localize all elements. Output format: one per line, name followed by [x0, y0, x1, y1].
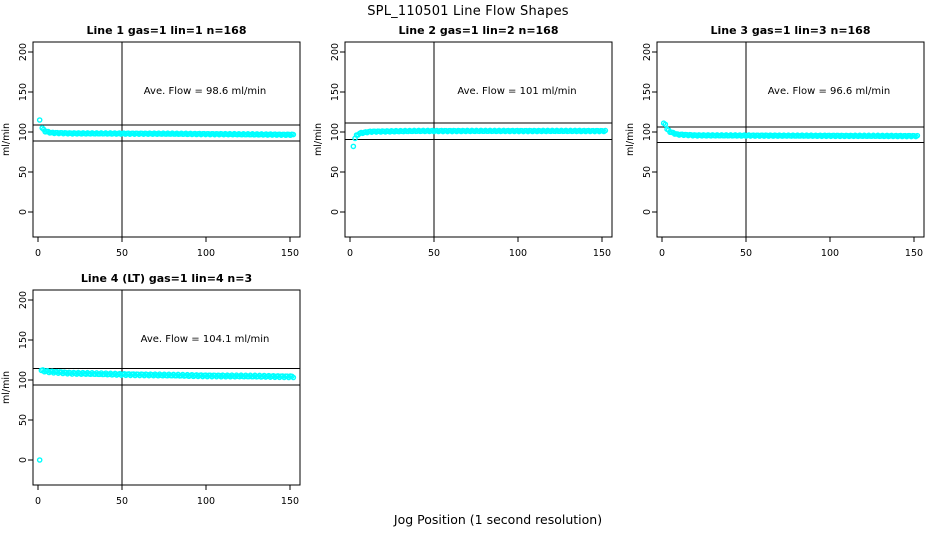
svg-text:ml/min: ml/min [625, 123, 636, 156]
svg-text:0: 0 [330, 209, 341, 215]
svg-text:50: 50 [116, 248, 128, 259]
svg-text:100: 100 [642, 123, 653, 141]
svg-text:100: 100 [18, 123, 29, 141]
svg-text:Ave. Flow = 98.6 ml/min: Ave. Flow = 98.6 ml/min [144, 86, 266, 97]
svg-text:ml/min: ml/min [1, 123, 12, 156]
svg-text:100: 100 [821, 248, 839, 259]
plot-line-3: Line 3 gas=1 lin=3 n=168 0 50 100 150 200 0 50 1… [625, 24, 925, 259]
svg-text:0: 0 [642, 209, 653, 215]
svg-text:100: 100 [18, 371, 29, 389]
svg-text:100: 100 [509, 248, 527, 259]
panel-line-1: Line 1 gas=1 lin=1 n=168 0 50 100 150 200 0 50 1… [0, 20, 312, 270]
svg-text:0: 0 [347, 248, 353, 259]
svg-text:50: 50 [642, 166, 653, 178]
svg-text:Line 4 (LT) gas=1 lin=4 n=3: Line 4 (LT) gas=1 lin=4 n=3 [81, 272, 252, 285]
svg-text:50: 50 [740, 248, 752, 259]
svg-text:200: 200 [642, 43, 653, 61]
svg-text:100: 100 [197, 496, 215, 507]
panel-line-3: Line 3 gas=1 lin=3 n=168 0 50 100 150 200 0 50 1… [624, 20, 936, 270]
svg-text:100: 100 [330, 123, 341, 141]
svg-text:50: 50 [330, 166, 341, 178]
svg-text:50: 50 [428, 248, 440, 259]
svg-text:200: 200 [330, 43, 341, 61]
svg-text:ml/min: ml/min [1, 371, 12, 404]
svg-text:200: 200 [18, 43, 29, 61]
svg-text:0: 0 [18, 457, 29, 463]
panel-line-2: Line 2 gas=1 lin=2 n=168 0 50 100 150 200 0 50 1… [312, 20, 624, 270]
svg-text:Ave. Flow = 104.1 ml/min: Ave. Flow = 104.1 ml/min [141, 334, 270, 345]
svg-text:150: 150 [905, 248, 923, 259]
svg-text:50: 50 [18, 414, 29, 426]
svg-text:150: 150 [642, 83, 653, 101]
svg-text:Ave. Flow = 101 ml/min: Ave. Flow = 101 ml/min [457, 86, 576, 97]
svg-text:Line 3 gas=1 lin=3 n=168: Line 3 gas=1 lin=3 n=168 [710, 24, 870, 37]
svg-text:200: 200 [18, 291, 29, 309]
svg-text:150: 150 [18, 331, 29, 349]
svg-text:50: 50 [116, 496, 128, 507]
svg-text:50: 50 [18, 166, 29, 178]
svg-text:Line 1 gas=1 lin=1 n=168: Line 1 gas=1 lin=1 n=168 [86, 24, 246, 37]
svg-text:0: 0 [659, 248, 665, 259]
plot-line-2: Line 2 gas=1 lin=2 n=168 0 50 100 150 200 0 50 1… [313, 24, 613, 259]
svg-text:ml/min: ml/min [313, 123, 324, 156]
svg-text:150: 150 [330, 83, 341, 101]
svg-text:Line 2 gas=1 lin=2 n=168: Line 2 gas=1 lin=2 n=168 [398, 24, 558, 37]
svg-text:0: 0 [35, 496, 41, 507]
svg-text:100: 100 [197, 248, 215, 259]
panel-line-4: Line 4 (LT) gas=1 lin=4 n=3 0 50 100 150 200 0… [0, 268, 312, 518]
x-axis-label: Jog Position (1 second resolution) [393, 512, 603, 527]
plot-line-1: Line 1 gas=1 lin=1 n=168 0 50 100 150 200 0 50 1… [1, 24, 301, 259]
svg-text:150: 150 [281, 248, 299, 259]
figure-title: SPL_110501 Line Flow Shapes [367, 4, 569, 19]
plot-line-4: Line 4 (LT) gas=1 lin=4 n=3 0 50 100 150 200 0… [1, 272, 301, 507]
svg-text:150: 150 [593, 248, 611, 259]
svg-text:150: 150 [18, 83, 29, 101]
svg-text:Ave. Flow = 96.6 ml/min: Ave. Flow = 96.6 ml/min [768, 86, 890, 97]
svg-text:0: 0 [18, 209, 29, 215]
svg-text:0: 0 [35, 248, 41, 259]
svg-text:150: 150 [281, 496, 299, 507]
